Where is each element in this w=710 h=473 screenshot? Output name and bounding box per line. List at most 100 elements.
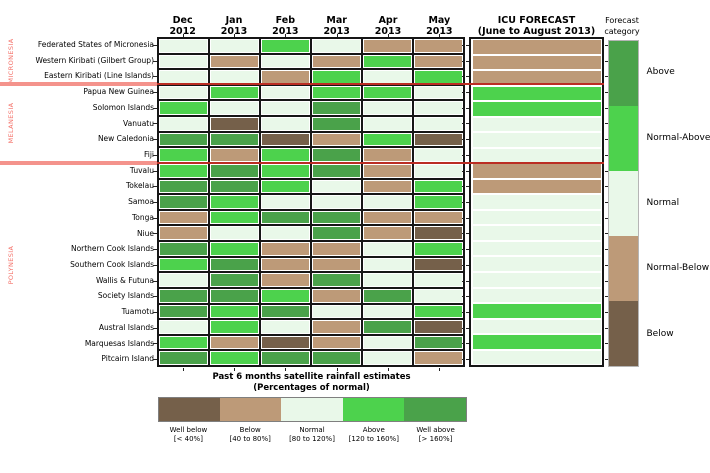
icu-forecast-cell xyxy=(472,71,601,85)
grid-cell xyxy=(260,116,311,132)
row-tick-mark xyxy=(604,107,608,109)
grid-cell-fill xyxy=(211,243,258,255)
legend-label-name: Well below xyxy=(169,426,208,434)
column-tick-mark xyxy=(439,367,441,371)
grid-cell-fill xyxy=(211,289,258,302)
icu-forecast-cell xyxy=(472,133,601,147)
grid-cell-fill xyxy=(211,274,258,286)
row-tick-mark xyxy=(604,60,608,62)
row-label-island-name: Northern Cook Islands xyxy=(70,244,154,254)
legend-label-well_below: Well below [< 40%] xyxy=(158,426,220,444)
row-tick-mark xyxy=(461,107,465,109)
month-column-header: Apr 2013 xyxy=(362,15,413,37)
grid-cell xyxy=(158,350,209,366)
grid-cell xyxy=(158,334,209,351)
grid-cell-fill xyxy=(262,274,309,286)
grid-cell-fill xyxy=(160,211,207,224)
row-label-island-name: Tuamotu xyxy=(121,307,154,317)
chart-title: Past 6 months satellite rainfall estimat… xyxy=(212,372,411,382)
grid-cell xyxy=(362,38,413,54)
grid-cell xyxy=(260,162,311,179)
grid-cell xyxy=(362,194,413,210)
year-label: 2013 xyxy=(323,25,350,37)
grid-cell xyxy=(413,53,464,70)
grid-cell-fill xyxy=(160,274,207,286)
chart-subtitle: (Percentages of normal) xyxy=(253,383,370,393)
rainfall-scale-legend-bar xyxy=(157,397,467,422)
month-label: Dec xyxy=(172,15,193,26)
grid-cell-fill xyxy=(160,71,207,83)
column-tick-mark xyxy=(285,367,287,371)
grid-cell xyxy=(311,241,362,257)
grid-cell-fill xyxy=(313,164,360,177)
forecast-category-bar xyxy=(607,39,639,367)
grid-cell-fill xyxy=(364,133,411,146)
grid-cell-fill xyxy=(415,211,462,224)
legend-label-normal: Normal [80 to 120%] xyxy=(281,426,343,444)
forecast-category-header-line1: Forecast xyxy=(605,16,639,25)
grid-cell-fill xyxy=(313,289,360,302)
legend-swatch-well_below xyxy=(158,398,220,421)
icu-forecast-cell xyxy=(472,179,601,194)
grid-cell xyxy=(413,116,464,132)
grid-cell xyxy=(311,225,362,242)
grid-cell xyxy=(260,100,311,117)
grid-cell-fill xyxy=(211,211,258,224)
rainfall-scale-legend-labels: Well below [< 40%] Below [40 to 80%] Normal[… xyxy=(158,426,467,444)
row-tick-mark xyxy=(153,44,157,46)
grid-cell xyxy=(413,287,464,304)
row-tick-mark xyxy=(604,92,608,93)
row-tick-mark xyxy=(604,359,608,361)
grid-cell xyxy=(413,256,464,273)
legend-label-range: [< 40%] xyxy=(173,435,203,443)
row-tick-mark xyxy=(604,170,608,172)
grid-cell xyxy=(158,178,209,195)
grid-cell-fill xyxy=(211,352,258,364)
row-label-island-name: New Caledonia xyxy=(97,134,154,144)
grid-cell xyxy=(158,84,209,101)
grid-cell xyxy=(260,319,311,335)
grid-cell-fill xyxy=(262,40,309,52)
row-label-island-name: Society Islands xyxy=(97,291,154,301)
grid-cell-fill xyxy=(211,321,258,333)
grid-cell xyxy=(158,272,209,288)
forecast-category-label: Below xyxy=(646,328,674,339)
chart-bottom-title: Past 6 months satellite rainfall estimat… xyxy=(157,372,466,394)
row-label-island-name: Tokelau xyxy=(125,181,154,191)
grid-cell-fill xyxy=(313,227,360,240)
row-tick-mark xyxy=(461,296,465,298)
row-tick-mark xyxy=(153,202,157,203)
icu-forecast-cell xyxy=(472,257,601,271)
region-separator-line xyxy=(157,83,604,86)
grid-cell xyxy=(209,272,260,288)
row-label-island-name: Tonga xyxy=(131,212,154,222)
grid-cell xyxy=(311,256,362,273)
row-tick-mark xyxy=(604,264,608,266)
row-label-island-name: Fiji xyxy=(143,150,154,159)
grid-cell xyxy=(209,147,260,163)
row-tick-mark xyxy=(153,60,157,62)
icu-forecast-cell xyxy=(472,335,601,349)
grid-cell xyxy=(413,162,464,179)
forecast-category-swatch xyxy=(608,170,638,236)
grid-cell xyxy=(362,116,413,132)
grid-cell-fill xyxy=(364,211,411,224)
grid-cell-fill xyxy=(262,149,309,161)
grid-cell xyxy=(209,100,260,117)
row-tick-mark xyxy=(461,343,465,345)
grid-cell xyxy=(158,131,209,148)
row-tick-mark xyxy=(604,202,608,203)
legend-swatch-below xyxy=(219,398,282,421)
grid-cell xyxy=(311,287,362,304)
grid-cell xyxy=(413,178,464,195)
grid-cell xyxy=(209,53,260,70)
grid-cell-fill xyxy=(364,71,411,83)
grid-cell xyxy=(362,256,413,273)
grid-cell xyxy=(413,303,464,320)
grid-cell xyxy=(311,272,362,288)
grid-cell-fill xyxy=(364,180,411,193)
grid-cell xyxy=(158,147,209,163)
row-tick-mark xyxy=(604,249,608,251)
grid-cell-fill xyxy=(160,289,207,302)
row-tick-mark xyxy=(465,60,469,62)
